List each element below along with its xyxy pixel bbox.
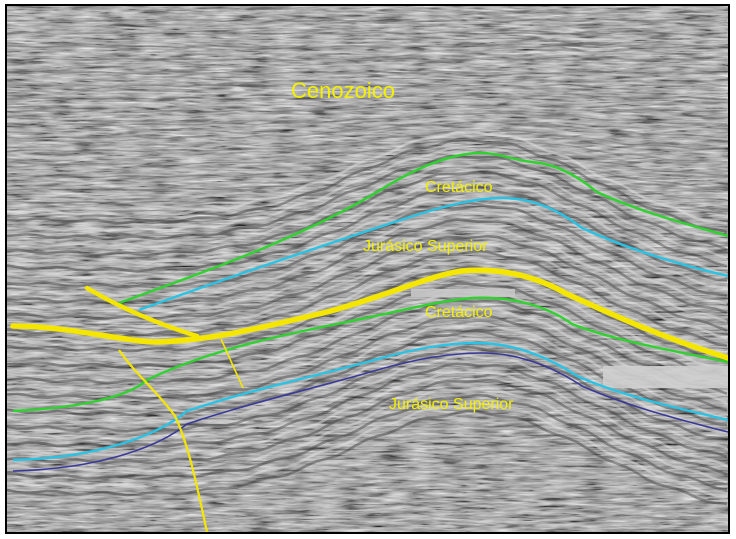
reflector: [7, 146, 728, 178]
reflector: [7, 370, 728, 468]
reflector: [7, 162, 728, 260]
reflector: [7, 57, 728, 62]
top-cretacico-upper-horizon: [118, 151, 728, 305]
reflector: [7, 31, 728, 36]
reflector: [7, 51, 728, 55]
reflector: [7, 155, 728, 191]
reflector: [7, 18, 728, 23]
minor-fault: [220, 338, 244, 389]
reflector: [7, 64, 728, 68]
reflector: [7, 129, 728, 153]
reflector: [7, 120, 728, 140]
seismic-section: Cenozoico Cretácico Jurásico Superior Cr…: [7, 6, 728, 532]
reflector: [7, 160, 728, 198]
reflector: [7, 185, 728, 282]
label-cenozoico: Cenozoico: [291, 78, 395, 103]
reflector: [7, 234, 728, 332]
reflector: [7, 306, 728, 404]
main-thrust-fault: [10, 267, 728, 361]
reflector: [7, 125, 728, 146]
reflector: [7, 44, 728, 49]
reflector: [7, 77, 728, 81]
reflector: [7, 134, 728, 159]
reflector: [7, 25, 728, 29]
reflector: [7, 393, 728, 491]
data-gap-right: [603, 366, 728, 388]
reflector: [7, 90, 728, 94]
reflector: [7, 142, 728, 172]
reflector: [7, 314, 728, 412]
reflector: [7, 345, 728, 441]
label-jurasico-superior-lower: Jurásico Superior: [389, 396, 514, 413]
reflector: [7, 99, 728, 107]
reflector: [7, 103, 728, 114]
reflector: [7, 107, 728, 120]
reflector: [7, 154, 728, 252]
reflector: [7, 163, 728, 205]
reflector: [7, 137, 728, 166]
reflector: [7, 242, 728, 340]
reflector: [7, 12, 728, 16]
reflector: [7, 249, 728, 347]
normal-fault: [118, 349, 209, 532]
reflector: [7, 210, 728, 306]
data-gap-center: [411, 289, 515, 297]
reflector: [7, 193, 728, 290]
reflector: [7, 257, 728, 354]
deep-horizon: [12, 352, 728, 472]
reflector: [7, 38, 728, 42]
reflector: [7, 170, 728, 268]
reflector: [7, 151, 727, 185]
seismic-section-frame: Cenozoico Cretácico Jurásico Superior Cr…: [5, 4, 730, 534]
label-cretacico-upper: Cretácico: [425, 179, 493, 196]
reflector: [7, 112, 728, 127]
reflector: [7, 401, 728, 498]
reflector: [7, 218, 728, 315]
reflector: [7, 298, 728, 396]
top-jurasico-superior-lower-horizon: [12, 341, 728, 462]
reflector: [7, 386, 728, 484]
reflector: [7, 116, 728, 133]
backthrust-fault: [84, 285, 200, 339]
reflector: [7, 265, 728, 362]
reflector: [7, 138, 728, 234]
reflector: [7, 177, 728, 276]
reflector: [7, 70, 728, 75]
label-cretacico-lower: Cretácico: [425, 304, 493, 321]
reflector: [7, 146, 728, 243]
reflector: [7, 94, 728, 101]
label-jurasico-superior-upper: Jurásico Superior: [363, 238, 488, 255]
reflector: [7, 83, 728, 88]
reflector: [7, 378, 728, 476]
reflector: [7, 362, 728, 459]
top-jurasico-superior-upper-horizon: [138, 196, 728, 312]
reflector: [7, 168, 728, 211]
reflector: [7, 282, 728, 378]
top-cretacico-lower-horizon: [12, 296, 728, 413]
reflector: [7, 290, 728, 387]
reflector: [7, 409, 728, 506]
reflector: [7, 354, 728, 450]
reflector: [7, 129, 728, 225]
